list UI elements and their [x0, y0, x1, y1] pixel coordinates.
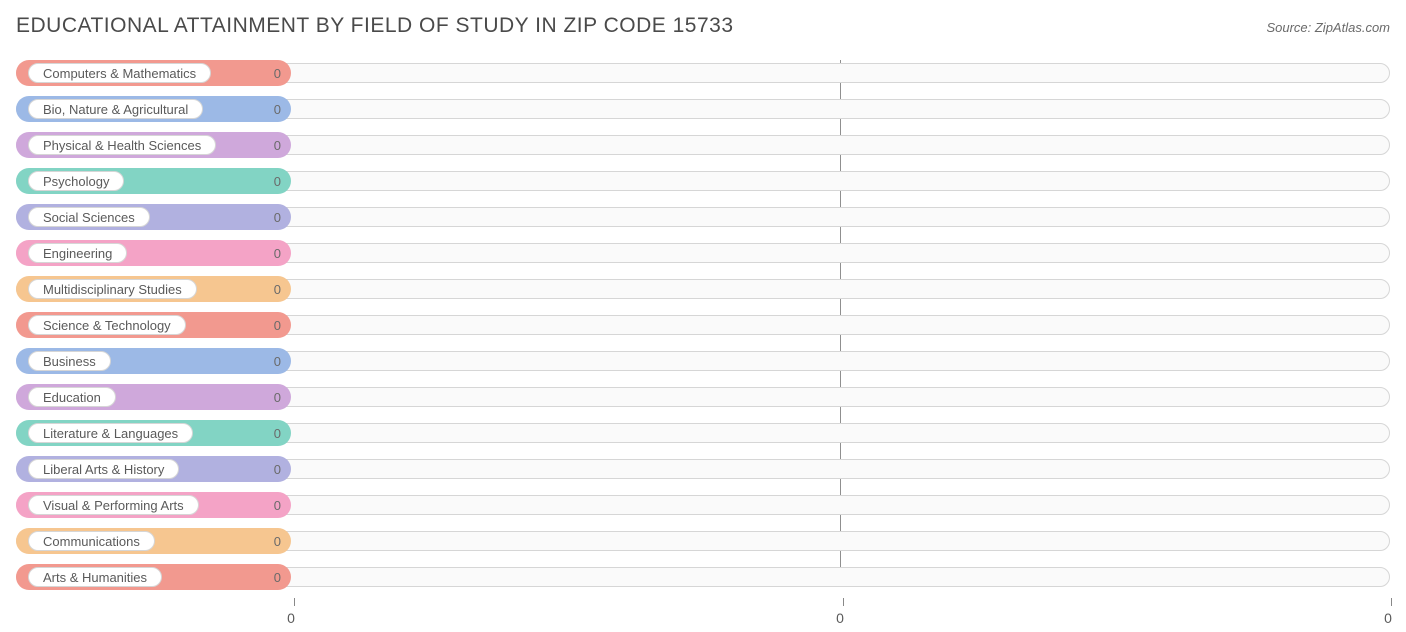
bar-label: Literature & Languages: [28, 423, 193, 443]
x-axis: 000: [16, 598, 1390, 626]
bar-row: 0 Computers & Mathematics: [16, 60, 1390, 87]
bar-value: 0: [274, 318, 281, 333]
bar-row: 0 Engineering: [16, 240, 1390, 267]
axis-tick: 0: [840, 598, 848, 626]
tick-line: [1391, 598, 1392, 606]
bar-row: 0 Bio, Nature & Agricultural: [16, 96, 1390, 123]
bar-label: Science & Technology: [28, 315, 186, 335]
bar-value: 0: [274, 246, 281, 261]
tick-label: 0: [287, 610, 295, 626]
bar-row: 0 Social Sciences: [16, 204, 1390, 231]
bar-value: 0: [274, 354, 281, 369]
bar-value: 0: [274, 102, 281, 117]
bar-label: Psychology: [28, 171, 124, 191]
axis-tick: 0: [1388, 598, 1396, 626]
bar-label: Education: [28, 387, 116, 407]
bar-label: Engineering: [28, 243, 127, 263]
bar-label: Liberal Arts & History: [28, 459, 179, 479]
chart-title: EDUCATIONAL ATTAINMENT BY FIELD OF STUDY…: [16, 14, 734, 38]
bar-value: 0: [274, 570, 281, 585]
bar-label: Bio, Nature & Agricultural: [28, 99, 203, 119]
bar-value: 0: [274, 210, 281, 225]
bar-row: 0 Business: [16, 348, 1390, 375]
bar-value: 0: [274, 534, 281, 549]
bar-value: 0: [274, 462, 281, 477]
bar-row: 0 Literature & Languages: [16, 420, 1390, 447]
chart-source: Source: ZipAtlas.com: [1266, 20, 1390, 35]
bar-value: 0: [274, 426, 281, 441]
bar-row: 0 Education: [16, 384, 1390, 411]
bar-value: 0: [274, 174, 281, 189]
bar-row: 0 Psychology: [16, 168, 1390, 195]
bar-value: 0: [274, 498, 281, 513]
bar-label: Physical & Health Sciences: [28, 135, 216, 155]
bar-row: 0 Science & Technology: [16, 312, 1390, 339]
bar-value: 0: [274, 138, 281, 153]
bar-label: Social Sciences: [28, 207, 150, 227]
tick-label: 0: [836, 610, 844, 626]
tick-line: [843, 598, 844, 606]
bar-label: Business: [28, 351, 111, 371]
bar-label: Arts & Humanities: [28, 567, 162, 587]
tick-label: 0: [1384, 610, 1392, 626]
bar-row: 0 Communications: [16, 528, 1390, 555]
bar-value: 0: [274, 390, 281, 405]
bar-row: 0 Arts & Humanities: [16, 564, 1390, 591]
bar-row: 0 Multidisciplinary Studies: [16, 276, 1390, 303]
bar-row: 0 Physical & Health Sciences: [16, 132, 1390, 159]
bar-label: Visual & Performing Arts: [28, 495, 199, 515]
bar-label: Computers & Mathematics: [28, 63, 211, 83]
bar-row: 0 Visual & Performing Arts: [16, 492, 1390, 519]
bar-label: Multidisciplinary Studies: [28, 279, 197, 299]
chart-area: 0 Computers & Mathematics 0 Bio, Nature & A…: [16, 60, 1390, 626]
bar-value: 0: [274, 66, 281, 81]
bar-row: 0 Liberal Arts & History: [16, 456, 1390, 483]
tick-line: [294, 598, 295, 606]
bar-value: 0: [274, 282, 281, 297]
bar-label: Communications: [28, 531, 155, 551]
axis-tick: 0: [291, 598, 299, 626]
